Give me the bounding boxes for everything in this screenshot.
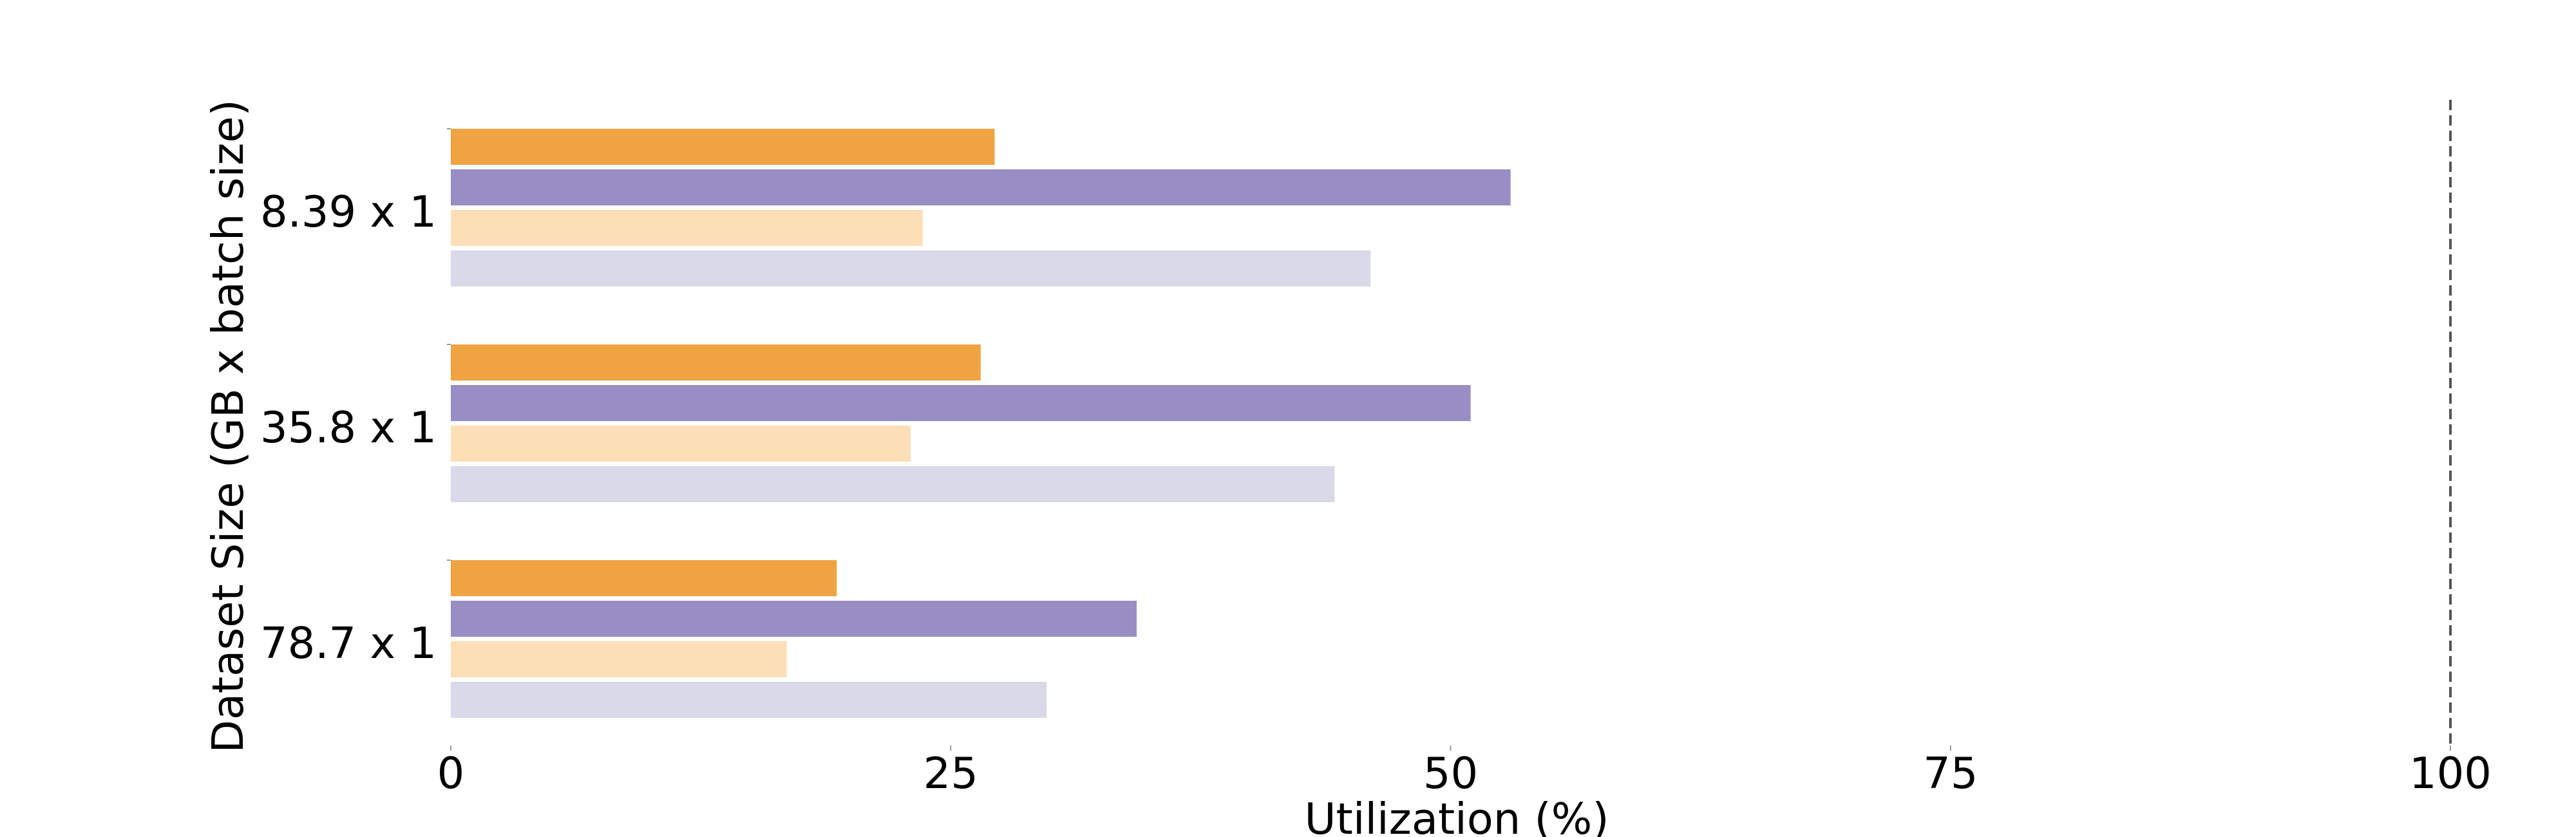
bar-1-series-3 (451, 210, 923, 246)
bar-1-series-4 (451, 250, 1371, 287)
bar-2-series-4 (451, 466, 1335, 502)
bar-1-series-2 (451, 169, 1511, 205)
bar-3-series-4 (451, 682, 1047, 718)
x-tick-label: 25 (923, 748, 978, 798)
x-tick-label: 100 (2409, 748, 2492, 798)
y-category-label: 78.7 x 1 (260, 618, 437, 668)
bar-2-series-2 (451, 385, 1471, 421)
x-tick-label: 75 (1923, 748, 1978, 798)
y-axis-title: Dataset Size (GB x batch size) (203, 99, 253, 753)
x-tick-label: 0 (437, 748, 465, 798)
x-axis-title: Utilization (%) (1305, 794, 1609, 837)
bar-2-series-1 (451, 344, 981, 381)
x-axis: 0 25 50 75 100 (437, 746, 2492, 798)
y-category-label: 35.8 x 1 (260, 402, 437, 453)
bar-3-series-2 (451, 601, 1137, 637)
bar-1-series-1 (451, 129, 995, 165)
y-category-label: 8.39 x 1 (260, 187, 437, 237)
x-tick-label: 50 (1423, 748, 1478, 798)
y-axis: 8.39 x 1 35.8 x 1 78.7 x 1 (260, 128, 451, 668)
bar-2-series-3 (451, 426, 911, 462)
plot-area (451, 129, 1511, 718)
bar-3-series-1 (451, 560, 837, 596)
bar-3-series-3 (451, 641, 787, 677)
